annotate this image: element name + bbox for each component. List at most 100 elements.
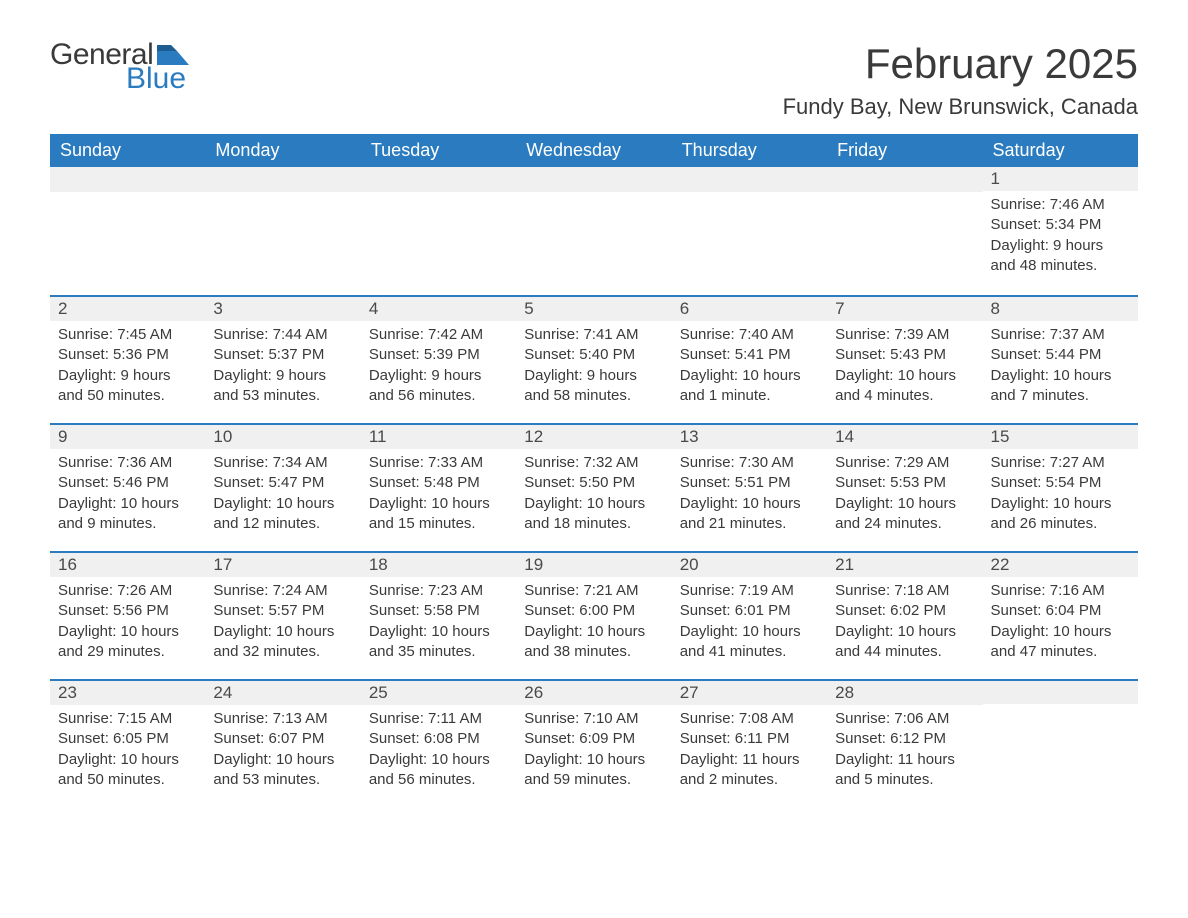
sunrise-text: Sunrise: 7:06 AM (835, 709, 974, 729)
day-number: 19 (516, 551, 671, 577)
sunset-text: Sunset: 5:50 PM (524, 473, 663, 493)
daylight-text: Daylight: 10 hours and 32 minutes. (213, 622, 352, 663)
day-number: 27 (672, 679, 827, 705)
day-details: Sunrise: 7:41 AMSunset: 5:40 PMDaylight:… (516, 321, 671, 412)
daylight-text: Daylight: 10 hours and 24 minutes. (835, 494, 974, 535)
sunset-text: Sunset: 5:39 PM (369, 345, 508, 365)
brand-name-part2: Blue (126, 64, 189, 94)
calendar-day-cell: 2Sunrise: 7:45 AMSunset: 5:36 PMDaylight… (50, 295, 205, 423)
sunrise-text: Sunrise: 7:29 AM (835, 453, 974, 473)
sunset-text: Sunset: 6:11 PM (680, 729, 819, 749)
calendar-day-cell: 5Sunrise: 7:41 AMSunset: 5:40 PMDaylight… (516, 295, 671, 423)
daylight-text: Daylight: 10 hours and 4 minutes. (835, 366, 974, 407)
sunset-text: Sunset: 6:07 PM (213, 729, 352, 749)
sunrise-text: Sunrise: 7:33 AM (369, 453, 508, 473)
daylight-text: Daylight: 10 hours and 59 minutes. (524, 750, 663, 791)
sunrise-text: Sunrise: 7:41 AM (524, 325, 663, 345)
day-number: 11 (361, 423, 516, 449)
daylight-text: Daylight: 11 hours and 2 minutes. (680, 750, 819, 791)
sunset-text: Sunset: 5:43 PM (835, 345, 974, 365)
sunrise-text: Sunrise: 7:23 AM (369, 581, 508, 601)
empty-day (983, 679, 1138, 704)
sunrise-text: Sunrise: 7:26 AM (58, 581, 197, 601)
sunrise-text: Sunrise: 7:21 AM (524, 581, 663, 601)
sunset-text: Sunset: 6:12 PM (835, 729, 974, 749)
sunset-text: Sunset: 5:37 PM (213, 345, 352, 365)
day-number: 24 (205, 679, 360, 705)
sunset-text: Sunset: 5:34 PM (991, 215, 1130, 235)
sunset-text: Sunset: 6:01 PM (680, 601, 819, 621)
day-details: Sunrise: 7:16 AMSunset: 6:04 PMDaylight:… (983, 577, 1138, 668)
sunset-text: Sunset: 6:00 PM (524, 601, 663, 621)
sunrise-text: Sunrise: 7:40 AM (680, 325, 819, 345)
sunrise-text: Sunrise: 7:27 AM (991, 453, 1130, 473)
weekday-header: Friday (827, 134, 982, 167)
day-details: Sunrise: 7:18 AMSunset: 6:02 PMDaylight:… (827, 577, 982, 668)
day-details: Sunrise: 7:33 AMSunset: 5:48 PMDaylight:… (361, 449, 516, 540)
day-number: 26 (516, 679, 671, 705)
sunrise-text: Sunrise: 7:11 AM (369, 709, 508, 729)
calendar-day-cell: 10Sunrise: 7:34 AMSunset: 5:47 PMDayligh… (205, 423, 360, 551)
day-details: Sunrise: 7:10 AMSunset: 6:09 PMDaylight:… (516, 705, 671, 796)
empty-day (672, 167, 827, 192)
calendar-day-cell (672, 167, 827, 295)
sunrise-text: Sunrise: 7:24 AM (213, 581, 352, 601)
day-number: 4 (361, 295, 516, 321)
sunrise-text: Sunrise: 7:16 AM (991, 581, 1130, 601)
day-number: 17 (205, 551, 360, 577)
page-header: General Blue February 2025 Fundy Bay, Ne… (50, 40, 1138, 120)
sunset-text: Sunset: 5:40 PM (524, 345, 663, 365)
day-number: 8 (983, 295, 1138, 321)
day-number: 21 (827, 551, 982, 577)
empty-day (361, 167, 516, 192)
calendar-day-cell: 6Sunrise: 7:40 AMSunset: 5:41 PMDaylight… (672, 295, 827, 423)
calendar-week-row: 1Sunrise: 7:46 AMSunset: 5:34 PMDaylight… (50, 167, 1138, 295)
sunset-text: Sunset: 5:58 PM (369, 601, 508, 621)
day-details: Sunrise: 7:27 AMSunset: 5:54 PMDaylight:… (983, 449, 1138, 540)
empty-day (205, 167, 360, 192)
day-number: 22 (983, 551, 1138, 577)
sunrise-text: Sunrise: 7:08 AM (680, 709, 819, 729)
sunset-text: Sunset: 5:51 PM (680, 473, 819, 493)
sunrise-text: Sunrise: 7:19 AM (680, 581, 819, 601)
calendar-day-cell (516, 167, 671, 295)
weekday-header: Tuesday (361, 134, 516, 167)
weekday-header: Thursday (672, 134, 827, 167)
day-number: 15 (983, 423, 1138, 449)
daylight-text: Daylight: 10 hours and 7 minutes. (991, 366, 1130, 407)
weekday-header: Sunday (50, 134, 205, 167)
sunrise-text: Sunrise: 7:10 AM (524, 709, 663, 729)
day-number: 3 (205, 295, 360, 321)
daylight-text: Daylight: 9 hours and 58 minutes. (524, 366, 663, 407)
calendar-day-cell: 13Sunrise: 7:30 AMSunset: 5:51 PMDayligh… (672, 423, 827, 551)
day-details: Sunrise: 7:24 AMSunset: 5:57 PMDaylight:… (205, 577, 360, 668)
day-details: Sunrise: 7:26 AMSunset: 5:56 PMDaylight:… (50, 577, 205, 668)
weekday-header-row: SundayMondayTuesdayWednesdayThursdayFrid… (50, 134, 1138, 167)
day-number: 20 (672, 551, 827, 577)
calendar-day-cell: 1Sunrise: 7:46 AMSunset: 5:34 PMDaylight… (983, 167, 1138, 295)
calendar-day-cell: 12Sunrise: 7:32 AMSunset: 5:50 PMDayligh… (516, 423, 671, 551)
calendar-day-cell (361, 167, 516, 295)
day-details: Sunrise: 7:30 AMSunset: 5:51 PMDaylight:… (672, 449, 827, 540)
calendar-day-cell: 11Sunrise: 7:33 AMSunset: 5:48 PMDayligh… (361, 423, 516, 551)
day-details: Sunrise: 7:29 AMSunset: 5:53 PMDaylight:… (827, 449, 982, 540)
weekday-header: Wednesday (516, 134, 671, 167)
calendar-day-cell: 8Sunrise: 7:37 AMSunset: 5:44 PMDaylight… (983, 295, 1138, 423)
daylight-text: Daylight: 10 hours and 53 minutes. (213, 750, 352, 791)
sunset-text: Sunset: 5:44 PM (991, 345, 1130, 365)
calendar-day-cell (827, 167, 982, 295)
calendar-day-cell: 25Sunrise: 7:11 AMSunset: 6:08 PMDayligh… (361, 679, 516, 807)
day-number: 5 (516, 295, 671, 321)
sunset-text: Sunset: 6:04 PM (991, 601, 1130, 621)
month-title: February 2025 (783, 40, 1138, 88)
calendar-week-row: 16Sunrise: 7:26 AMSunset: 5:56 PMDayligh… (50, 551, 1138, 679)
day-details: Sunrise: 7:40 AMSunset: 5:41 PMDaylight:… (672, 321, 827, 412)
sunset-text: Sunset: 5:54 PM (991, 473, 1130, 493)
calendar-day-cell: 26Sunrise: 7:10 AMSunset: 6:09 PMDayligh… (516, 679, 671, 807)
day-details: Sunrise: 7:42 AMSunset: 5:39 PMDaylight:… (361, 321, 516, 412)
daylight-text: Daylight: 10 hours and 15 minutes. (369, 494, 508, 535)
calendar-day-cell: 4Sunrise: 7:42 AMSunset: 5:39 PMDaylight… (361, 295, 516, 423)
day-number: 7 (827, 295, 982, 321)
day-details: Sunrise: 7:45 AMSunset: 5:36 PMDaylight:… (50, 321, 205, 412)
sunrise-text: Sunrise: 7:44 AM (213, 325, 352, 345)
